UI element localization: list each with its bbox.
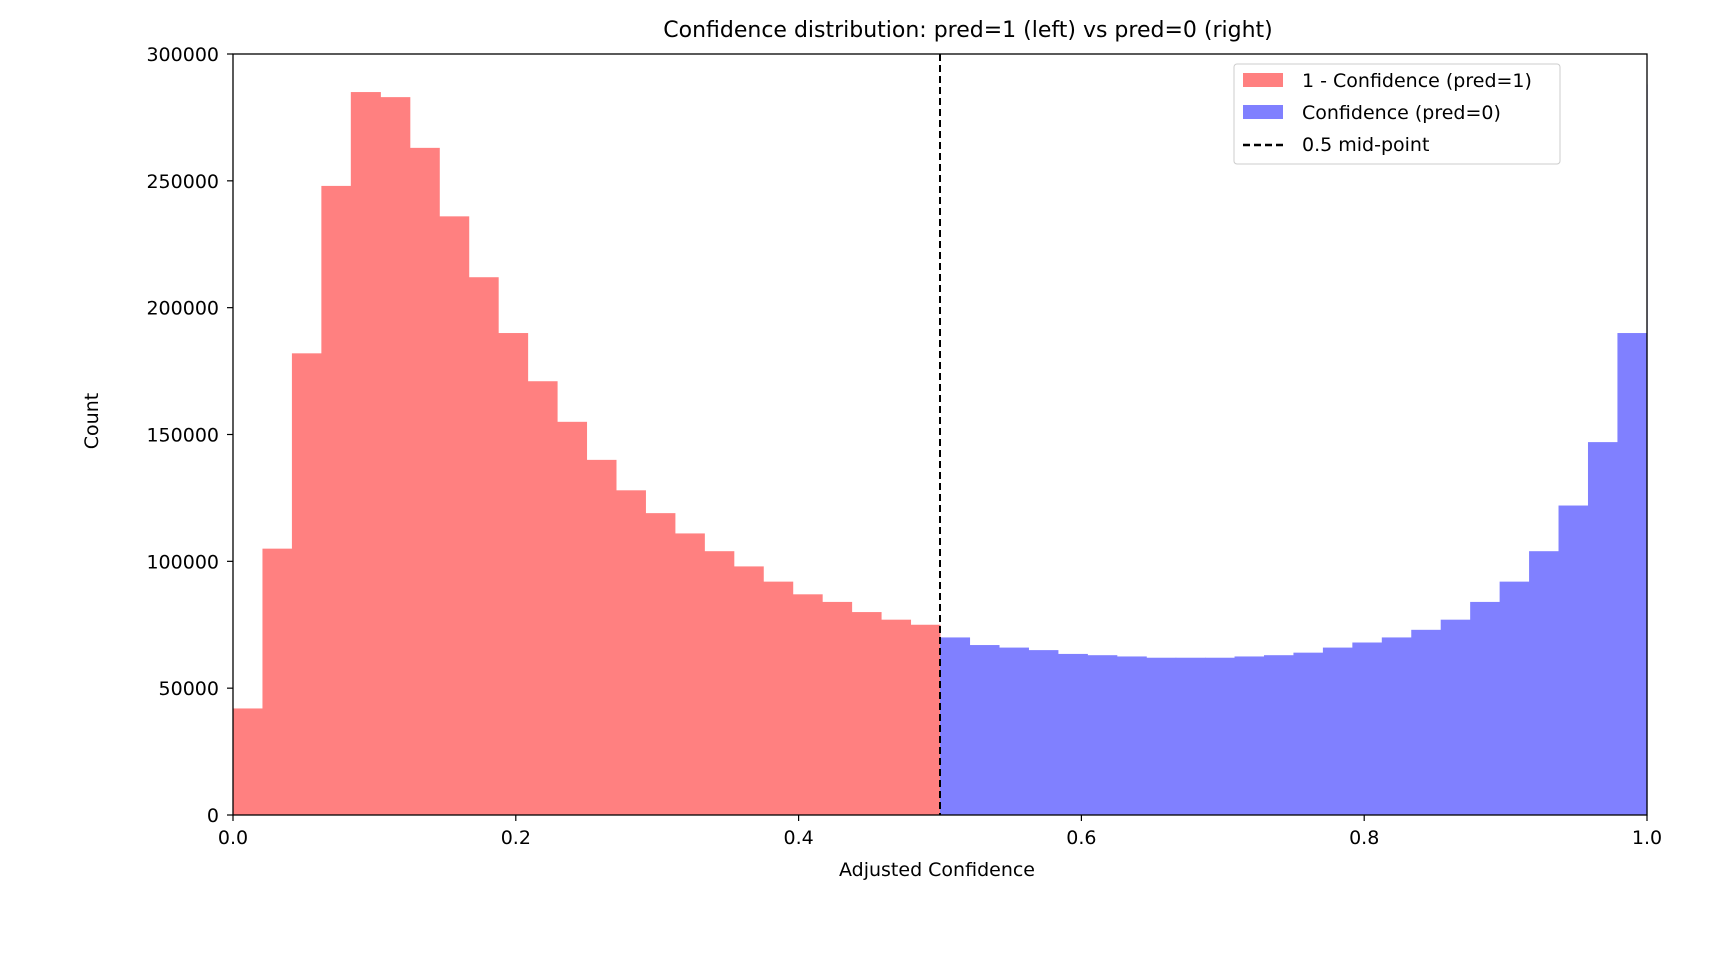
bar-series0-bin13	[615, 490, 646, 815]
legend-label-pred0: Confidence (pred=0)	[1302, 102, 1501, 124]
legend: 1 - Confidence (pred=1) Confidence (pred…	[1233, 63, 1561, 165]
bar-series1-bin14	[1352, 642, 1383, 815]
bar-series0-bin8	[468, 277, 499, 815]
bar-series0-bin10	[527, 381, 558, 815]
bar-series0-bin22	[880, 619, 912, 815]
bar-series0-bin19	[792, 594, 823, 815]
y-tick-label: 150000	[146, 425, 219, 447]
bar-series0-bin1	[262, 548, 293, 815]
x-tick-label: 0.0	[218, 827, 248, 849]
bar-series1-bin21	[1558, 505, 1589, 815]
bar-series1-bin17	[1440, 619, 1471, 815]
bar-series1-bin8	[1175, 657, 1206, 815]
bar-series0-bin2	[291, 353, 322, 815]
x-tick-label: 1.0	[1632, 827, 1662, 849]
bar-series1-bin18	[1470, 601, 1501, 815]
chart-title: Confidence distribution: pred=1 (left) v…	[663, 18, 1273, 43]
bar-series1-bin11	[1263, 655, 1295, 815]
x-tick-label: 0.8	[1349, 827, 1379, 849]
y-tick-label: 250000	[146, 171, 219, 193]
bar-series0-bin5	[380, 97, 411, 815]
y-axis-label: Count	[81, 393, 103, 449]
bar-series1-bin12	[1293, 652, 1324, 815]
legend-label-midpoint: 0.5 mid-point	[1302, 134, 1429, 156]
y-tick-label: 300000	[146, 44, 219, 66]
bar-series0-bin4	[350, 92, 381, 816]
x-tick-label: 0.2	[501, 827, 531, 849]
x-axis-ticks: 0.0 0.2 0.4 0.6 0.8 1.0	[218, 815, 1662, 849]
bar-series1-bin19	[1499, 581, 1530, 815]
bar-series0-bin6	[409, 147, 440, 815]
bar-series0-bin17	[733, 566, 764, 815]
y-axis-ticks: 0 50000 100000 150000 200000 250000 300000	[146, 44, 233, 827]
y-tick-label: 200000	[146, 298, 219, 320]
y-tick-label: 100000	[146, 551, 219, 573]
bar-series1-bin10	[1234, 656, 1265, 815]
bar-series0-bin0	[233, 708, 264, 815]
bar-series1-bin5	[1087, 655, 1118, 815]
bars-layer	[233, 84, 1648, 816]
legend-swatch-pred1	[1243, 73, 1283, 87]
bar-series1-bin2	[998, 647, 1029, 815]
bar-series0-bin15	[674, 533, 705, 815]
bar-series0-bin20	[822, 601, 853, 815]
bar-series1-bin15	[1381, 637, 1412, 815]
bar-series0-bin14	[645, 513, 676, 815]
bar-series1-bin13	[1322, 647, 1353, 815]
bar-series0-bin9	[498, 333, 529, 815]
bar-series1-bin20	[1529, 551, 1560, 815]
y-tick-label: 0	[207, 805, 219, 827]
bar-series1-bin1	[969, 645, 1000, 815]
y-tick-label: 50000	[159, 678, 219, 700]
bar-series1-bin4	[1057, 653, 1088, 815]
bar-series1-bin6	[1116, 656, 1147, 815]
x-axis-label: Adjusted Confidence	[839, 859, 1035, 881]
bar-series1-bin7	[1146, 657, 1177, 815]
bar-series0-bin23	[910, 624, 941, 815]
bar-series1-bin23	[1617, 333, 1648, 815]
legend-box	[1233, 63, 1561, 165]
bar-series0-bin21	[851, 612, 882, 815]
bar-series0-bin7	[439, 216, 470, 815]
x-tick-label: 0.6	[1066, 827, 1096, 849]
bar-series1-bin0	[940, 637, 971, 815]
bar-series0-bin12	[586, 459, 617, 815]
bar-series0-bin3	[321, 185, 352, 815]
bar-series1-bin16	[1411, 629, 1442, 815]
bar-series1-bin22	[1587, 442, 1619, 815]
legend-swatch-pred0	[1243, 105, 1283, 119]
bar-series0-bin11	[556, 421, 588, 815]
legend-label-pred1: 1 - Confidence (pred=1)	[1302, 70, 1532, 92]
bar-series0-bin18	[763, 581, 794, 815]
x-tick-label: 0.4	[783, 827, 813, 849]
bar-series1-bin9	[1205, 657, 1236, 815]
bar-series1-bin3	[1028, 650, 1059, 815]
bar-series0-bin16	[704, 551, 735, 815]
